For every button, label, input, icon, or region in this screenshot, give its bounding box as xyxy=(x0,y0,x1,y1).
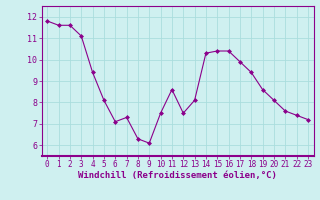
X-axis label: Windchill (Refroidissement éolien,°C): Windchill (Refroidissement éolien,°C) xyxy=(78,171,277,180)
